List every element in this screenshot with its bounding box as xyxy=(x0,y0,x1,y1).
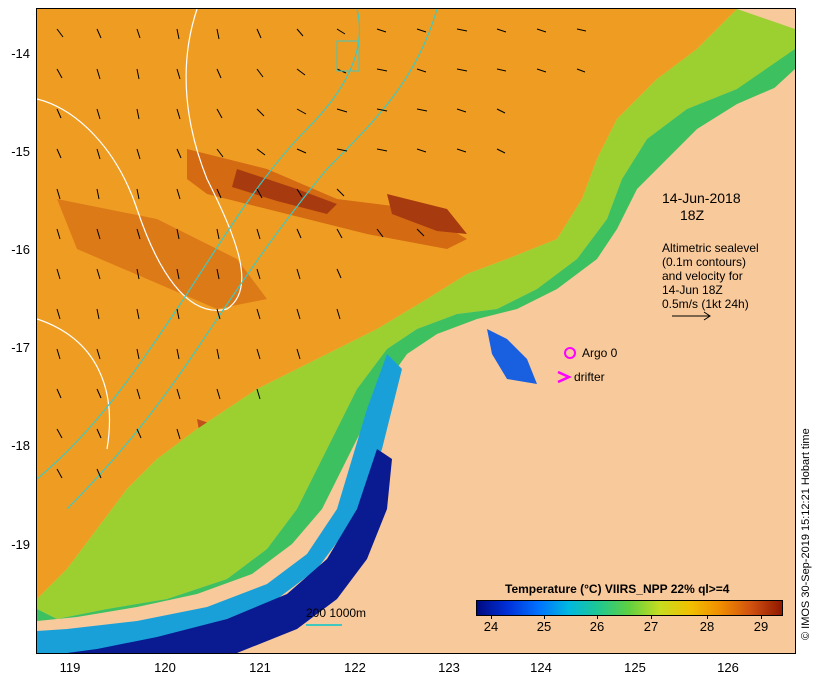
x-tick-label: 126 xyxy=(717,660,739,675)
y-tick-label: -19 xyxy=(11,537,30,552)
sealevel-contour xyxy=(37,9,243,311)
isobath-legend-line xyxy=(306,624,342,626)
colorbar-title: Temperature (°C) VIIRS_NPP 22% ql>=4 xyxy=(505,582,730,596)
argo-label: Argo 0 xyxy=(582,346,618,360)
gulf-water xyxy=(487,329,537,384)
date-label: 14-Jun-2018 xyxy=(662,190,741,206)
isobath-legend: 200 1000m xyxy=(306,606,367,620)
velocity-arrows xyxy=(56,28,587,479)
warm-core xyxy=(387,194,467,234)
x-tick-label: 122 xyxy=(344,660,366,675)
data-marker xyxy=(336,40,360,72)
y-tick-label: -15 xyxy=(11,144,30,159)
velocity-scale-arrow xyxy=(672,311,711,321)
ocean-green-region xyxy=(37,49,795,621)
legend-line-4: 14-Jun 18Z xyxy=(662,283,723,297)
y-tick-label: -14 xyxy=(11,46,30,61)
sst-map-canvas xyxy=(37,9,795,653)
y-tick-label: -16 xyxy=(11,242,30,257)
colorbar-tick: 28 xyxy=(699,619,715,634)
legend-line-5: 0.5m/s (1kt 24h) xyxy=(662,297,749,311)
credit-stamp: © IMOS 30-Sep-2019 15:12:21 Hobart time xyxy=(800,428,812,640)
colorbar-tick: 25 xyxy=(536,619,552,634)
sealevel-contour xyxy=(37,318,111,450)
drifter-marker-icon xyxy=(557,370,572,384)
warm-band xyxy=(57,199,267,309)
x-tick-label: 121 xyxy=(249,660,271,675)
ocean-cold-region xyxy=(67,449,392,653)
land-mass xyxy=(287,69,795,653)
y-tick-label: -17 xyxy=(11,340,30,355)
argo-marker-icon xyxy=(564,347,576,359)
warm-core xyxy=(232,169,337,214)
warm-band xyxy=(187,149,467,249)
sst-map[interactable] xyxy=(36,8,796,654)
colorbar-tick: 29 xyxy=(753,619,769,634)
y-tick-label: -18 xyxy=(11,438,30,453)
drifter-label: drifter xyxy=(574,370,605,384)
x-tick-label: 123 xyxy=(438,660,460,675)
colorbar-tick: 24 xyxy=(483,619,499,634)
x-tick-label: 119 xyxy=(59,660,81,675)
ocean-mid-region xyxy=(37,9,795,619)
x-tick-label: 120 xyxy=(154,660,176,675)
colorbar-tick: 27 xyxy=(643,619,659,634)
time-label: 18Z xyxy=(680,207,705,223)
isobath-line xyxy=(66,9,438,510)
x-tick-label: 125 xyxy=(624,660,646,675)
colorbar-tick: 26 xyxy=(589,619,605,634)
x-tick-label: 124 xyxy=(530,660,552,675)
isobath-line xyxy=(37,9,361,480)
legend-line-2: (0.1m contours) xyxy=(662,255,747,269)
colorbar xyxy=(476,600,783,616)
legend-line-1: Altimetric sealevel xyxy=(662,241,759,255)
legend-line-3: and velocity for xyxy=(662,269,743,283)
